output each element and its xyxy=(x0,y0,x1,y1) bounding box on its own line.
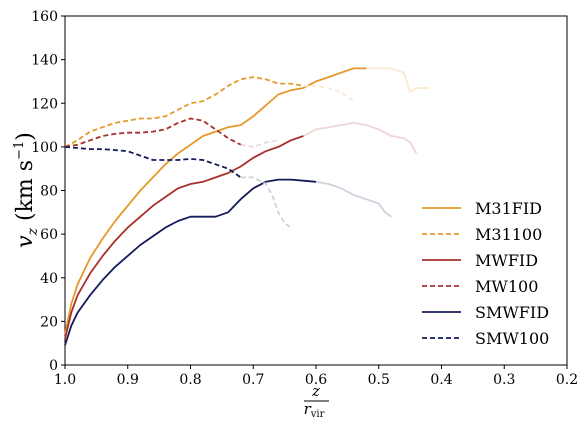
series-line-faded-m31100 xyxy=(303,84,355,102)
x-axis-label: z rvir xyxy=(304,382,329,420)
y-ticks: 0 20 40 60 80 100 120 140 160 xyxy=(31,9,65,374)
x-axis-label-denominator: rvir xyxy=(304,400,325,420)
y-axis-label: vz (km s−1) xyxy=(12,132,41,248)
x-tick-label: 0.4 xyxy=(430,372,452,388)
legend-label-smw100: SMW100 xyxy=(475,329,549,348)
series-line-faded-smw100 xyxy=(240,176,292,229)
series-line-smw100 xyxy=(64,146,242,179)
x-tick-label: 0.7 xyxy=(242,372,264,388)
x-tick-label: 0.2 xyxy=(556,372,578,388)
y-tick-label: 60 xyxy=(40,227,58,243)
y-tick-label: 160 xyxy=(31,9,58,25)
y-tick-label: 40 xyxy=(40,271,58,287)
series-line-mwfid xyxy=(64,135,304,340)
legend-label-m31100: M31100 xyxy=(475,225,542,244)
series-line-faded-mwfid xyxy=(302,122,418,154)
series-line-mw100 xyxy=(64,117,242,148)
legend-label-mwfid: MWFID xyxy=(475,251,538,270)
legend-label-m31fid: M31FID xyxy=(475,199,542,218)
series-line-faded-m31fid xyxy=(366,67,429,94)
y-tick-label: 0 xyxy=(49,358,58,374)
x-axis-label-numerator: z xyxy=(311,382,320,400)
x-tick-label: 0.6 xyxy=(305,372,327,388)
series-line-m31fid xyxy=(64,67,367,335)
legend-label-smwfid: SMWFID xyxy=(475,303,549,322)
y-tick-label: 120 xyxy=(31,96,58,112)
series-line-faded-smwfid xyxy=(315,180,392,218)
y-tick-label: 80 xyxy=(40,184,58,200)
y-tick-label: 100 xyxy=(31,140,58,156)
x-ticks: 1.0 0.9 0.8 0.7 0.6 0.5 0.4 0.3 0.2 xyxy=(54,365,578,388)
x-tick-label: 0.9 xyxy=(117,372,139,388)
series-layer xyxy=(64,67,429,346)
x-tick-label: 0.5 xyxy=(368,372,390,388)
series-line-faded-mw100 xyxy=(240,139,279,148)
x-tick-label: 0.8 xyxy=(179,372,201,388)
series-line-m31100 xyxy=(64,76,304,148)
x-tick-label: 0.3 xyxy=(493,372,515,388)
y-tick-label: 20 xyxy=(40,314,58,330)
series-line-smwfid xyxy=(64,178,317,346)
legend-label-mw100: MW100 xyxy=(475,277,538,296)
x-tick-label: 1.0 xyxy=(54,372,76,388)
legend: M31FID M31100 MWFID MW100 SMWFID SMW100 xyxy=(422,199,549,348)
y-tick-label: 140 xyxy=(31,53,58,69)
